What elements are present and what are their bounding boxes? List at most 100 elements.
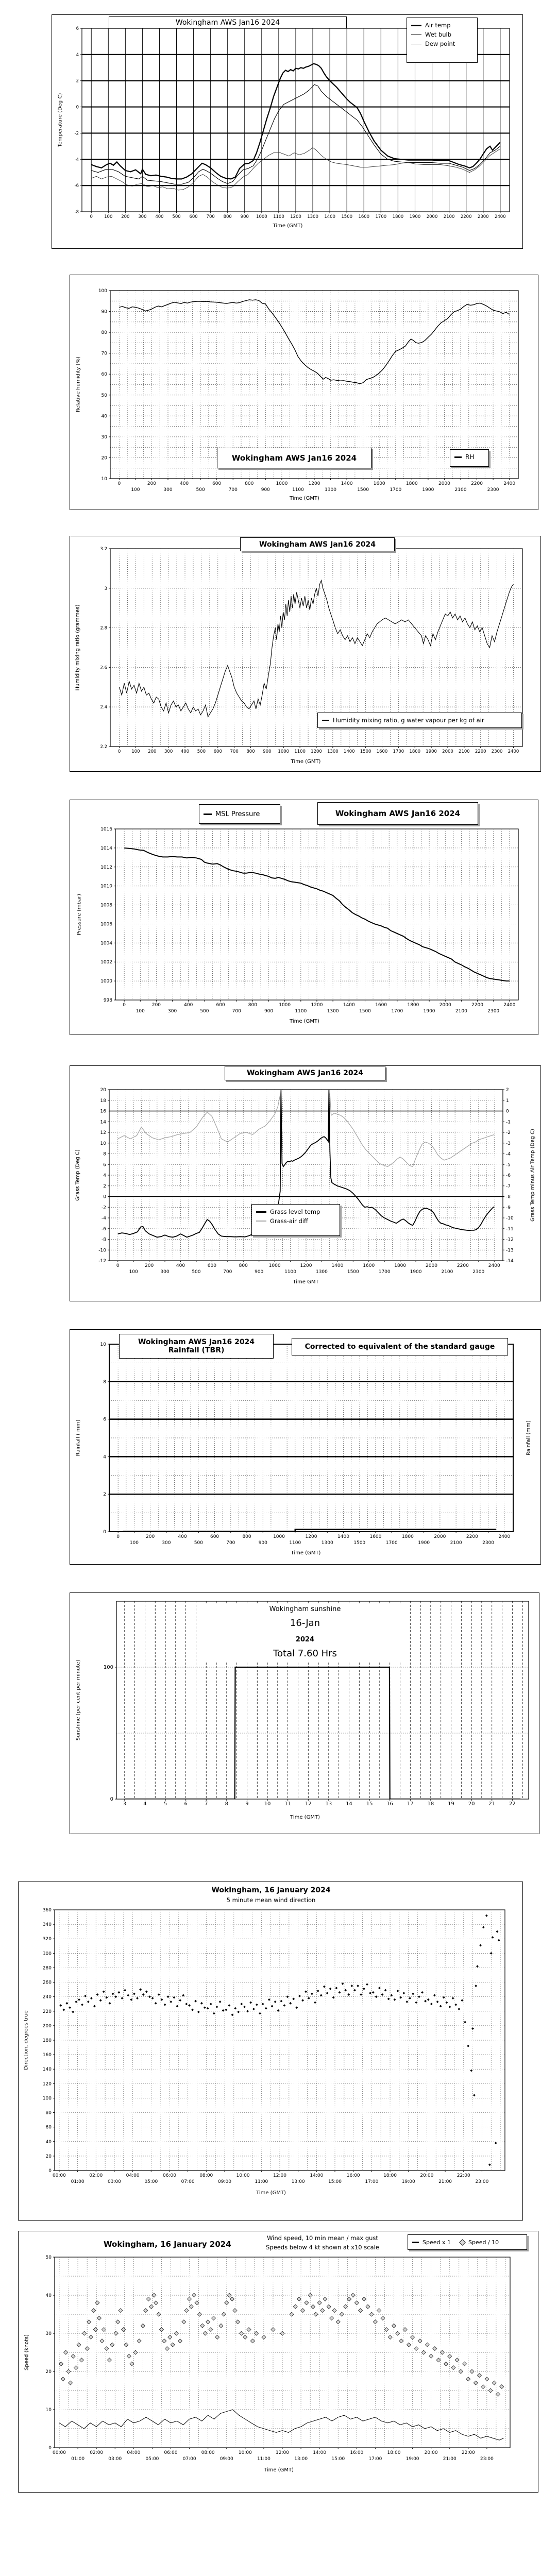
grass-temp-chart-panel: 0 200 400 600 800 1000 1200 1400 1600 1800 2000 220… — [70, 1065, 541, 1301]
svg-text:80: 80 — [102, 330, 108, 335]
svg-text:15: 15 — [366, 1801, 373, 1807]
svg-text:700: 700 — [232, 1009, 241, 1014]
svg-text:15:00: 15:00 — [328, 2179, 342, 2184]
y-axis-label: Direction, degrees true — [23, 2010, 29, 2070]
svg-text:800: 800 — [246, 749, 255, 754]
rainfall-chart-panel: 0 200 400 600 800 1000 1200 1400 1600 1800 2000 220… — [70, 1329, 541, 1565]
y-axis-label: Speed (knots) — [24, 2334, 30, 2370]
svg-text:23:00: 23:00 — [480, 2456, 494, 2462]
svg-text:1200: 1200 — [309, 481, 320, 486]
legend-label: MSL Pressure — [215, 810, 260, 818]
svg-text:200: 200 — [148, 749, 156, 754]
svg-text:-5: -5 — [506, 1162, 511, 1167]
chart-title: Wokingham AWS Jan16 2024 — [109, 16, 347, 28]
svg-text:1700: 1700 — [379, 1269, 391, 1275]
svg-text:1000: 1000 — [269, 1263, 281, 1268]
svg-text:00:00: 00:00 — [53, 2450, 66, 2455]
wind-speed-chart: 00:00 02:00 04:00 06:00 08:00 10:00 12:00 14:00… — [19, 2231, 538, 2492]
svg-text:2000: 2000 — [439, 1003, 451, 1008]
svg-text:18: 18 — [428, 1801, 434, 1807]
svg-text:03:00: 03:00 — [108, 2179, 121, 2184]
svg-text:19:00: 19:00 — [406, 2456, 419, 2462]
svg-text:80: 80 — [46, 2111, 52, 2116]
svg-text:1016: 1016 — [100, 827, 112, 832]
svg-text:2: 2 — [103, 1492, 106, 1497]
svg-text:1100: 1100 — [292, 487, 304, 493]
svg-text:-13: -13 — [506, 1248, 514, 1253]
legend-item: Humidity mixing ratio, g water vapour pe… — [322, 717, 517, 724]
svg-text:1800: 1800 — [409, 749, 420, 754]
svg-text:-6: -6 — [102, 1227, 106, 1232]
svg-text:2200: 2200 — [475, 749, 486, 754]
y-axis-right-label: Rainfall (mm) — [526, 1420, 532, 1455]
svg-text:20: 20 — [468, 1801, 475, 1807]
svg-text:2000: 2000 — [426, 1263, 437, 1268]
svg-text:-6: -6 — [506, 1173, 511, 1178]
svg-text:16: 16 — [100, 1109, 107, 1114]
svg-text:-3: -3 — [506, 1141, 511, 1146]
svg-text:1600: 1600 — [377, 749, 388, 754]
pressure-line-swatch — [204, 813, 212, 815]
svg-text:2200: 2200 — [457, 1263, 469, 1268]
svg-text:1300: 1300 — [327, 1009, 339, 1014]
svg-text:900: 900 — [264, 1009, 273, 1014]
svg-text:1700: 1700 — [386, 1540, 398, 1546]
svg-text:-1: -1 — [506, 1120, 511, 1125]
svg-text:4: 4 — [103, 1454, 106, 1460]
svg-text:2: 2 — [76, 79, 79, 84]
svg-text:22: 22 — [509, 1801, 516, 1807]
svg-text:3: 3 — [123, 1801, 126, 1807]
svg-text:500: 500 — [196, 487, 205, 493]
svg-text:16:00: 16:00 — [350, 2450, 363, 2455]
svg-text:09:00: 09:00 — [220, 2456, 233, 2462]
y-axis-label: Grass Temp (Deg C) — [75, 1149, 81, 1201]
svg-text:700: 700 — [230, 749, 239, 754]
svg-text:60: 60 — [46, 2125, 52, 2130]
svg-text:1900: 1900 — [410, 1269, 422, 1275]
svg-text:300: 300 — [43, 1951, 52, 1956]
svg-text:400: 400 — [181, 749, 189, 754]
svg-text:1014: 1014 — [100, 846, 112, 851]
svg-text:1100: 1100 — [294, 749, 306, 754]
svg-text:500: 500 — [197, 749, 206, 754]
svg-text:2: 2 — [506, 1088, 509, 1093]
x-axis-label: Time (GMT) — [290, 496, 319, 501]
svg-text:04:00: 04:00 — [126, 2173, 140, 2178]
svg-text:1500: 1500 — [353, 1540, 365, 1546]
x-axis-label: Time (GMT) — [264, 2467, 294, 2473]
svg-text:1300: 1300 — [325, 487, 336, 493]
svg-text:2400: 2400 — [488, 1263, 500, 1268]
sunshine-title-block: Wokingham sunshine 16-Jan 2024 Total 7.6… — [202, 1603, 408, 1661]
sunshine-title-line3: 2024 — [295, 1636, 315, 1643]
grass-air-diff-line-swatch — [256, 1221, 266, 1222]
svg-text:100: 100 — [136, 1009, 145, 1014]
y-axis-label: Humidity mixing ratio (grammes) — [75, 604, 81, 691]
svg-text:-10: -10 — [506, 1216, 514, 1221]
svg-text:140: 140 — [43, 2067, 52, 2072]
svg-text:07:00: 07:00 — [181, 2179, 195, 2184]
svg-text:16: 16 — [386, 1801, 393, 1807]
speed-diamond-swatch — [459, 2239, 466, 2246]
svg-text:10:00: 10:00 — [236, 2173, 250, 2178]
legend-label: RH — [465, 453, 475, 461]
svg-text:1000: 1000 — [273, 1534, 285, 1539]
svg-text:08:00: 08:00 — [201, 2450, 215, 2455]
svg-text:1500: 1500 — [347, 1269, 359, 1275]
svg-text:1500: 1500 — [360, 749, 371, 754]
svg-text:1300: 1300 — [307, 214, 318, 219]
svg-text:7: 7 — [205, 1801, 208, 1807]
svg-text:600: 600 — [212, 481, 221, 486]
svg-text:2300: 2300 — [472, 1269, 484, 1275]
x-axis-label: Time (GMT) — [291, 1550, 321, 1556]
svg-text:1900: 1900 — [418, 1540, 430, 1546]
svg-text:13:00: 13:00 — [294, 2456, 308, 2462]
svg-text:1500: 1500 — [341, 214, 352, 219]
svg-text:06:00: 06:00 — [163, 2173, 176, 2178]
svg-text:18:00: 18:00 — [387, 2450, 401, 2455]
chart-title: Wokingham, 16 January 2024 — [104, 2240, 231, 2249]
svg-text:12: 12 — [100, 1130, 106, 1136]
svg-text:-2: -2 — [102, 1205, 106, 1210]
svg-text:2200: 2200 — [471, 1003, 483, 1008]
svg-text:0: 0 — [48, 2168, 52, 2174]
svg-text:2000: 2000 — [438, 481, 450, 486]
